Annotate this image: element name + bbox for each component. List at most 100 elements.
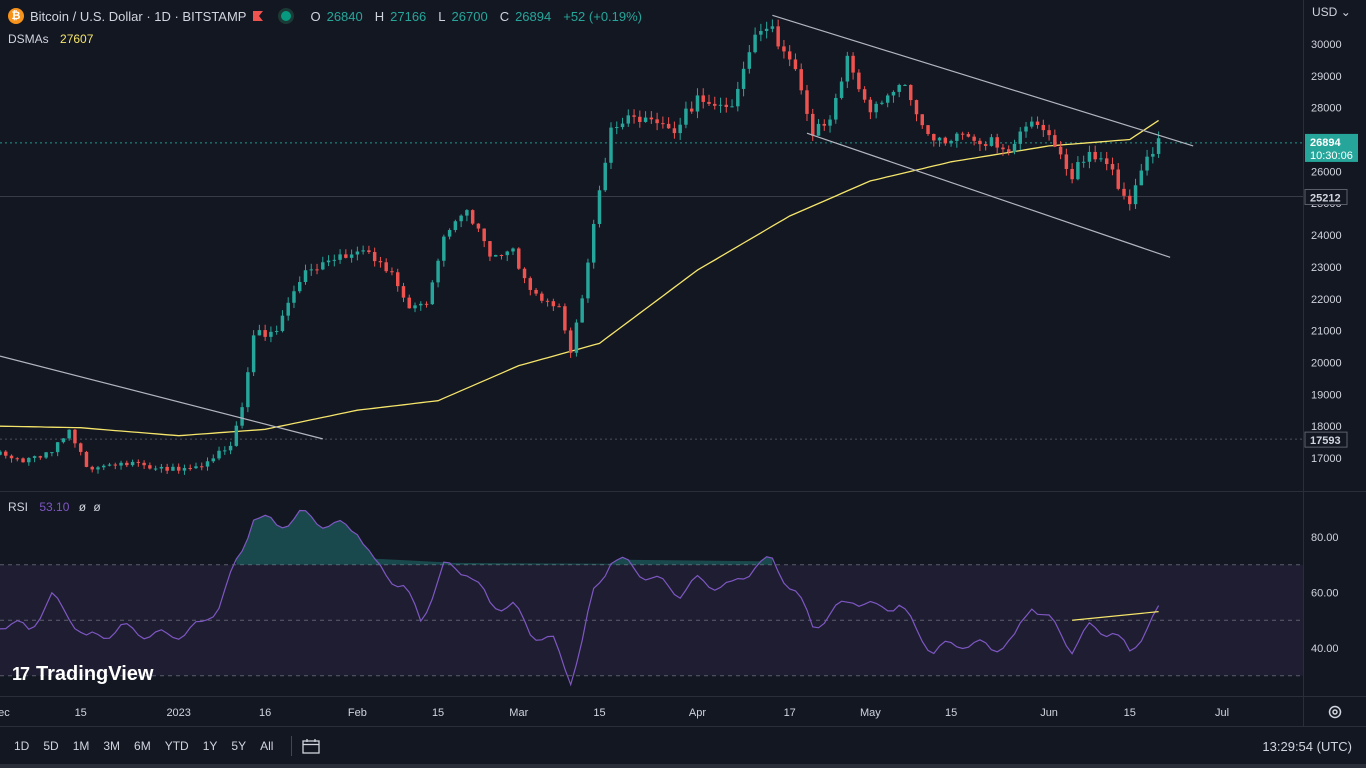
candle-body[interactable] bbox=[309, 269, 313, 271]
candle-body[interactable] bbox=[586, 262, 590, 299]
candle-body[interactable] bbox=[684, 108, 688, 125]
candle-body[interactable] bbox=[482, 228, 486, 242]
candle-body[interactable] bbox=[505, 251, 509, 256]
candle-body[interactable] bbox=[1001, 147, 1005, 150]
candle-body[interactable] bbox=[90, 466, 94, 470]
rsi-divergence-line[interactable] bbox=[1072, 611, 1159, 621]
candle-body[interactable] bbox=[655, 119, 659, 124]
candle-body[interactable] bbox=[661, 123, 665, 125]
candle-body[interactable] bbox=[367, 250, 371, 253]
candle-body[interactable] bbox=[488, 241, 492, 257]
candle-body[interactable] bbox=[540, 293, 544, 301]
candle-body[interactable] bbox=[632, 115, 636, 117]
candle-body[interactable] bbox=[188, 468, 192, 470]
range-1y-button[interactable]: 1Y bbox=[202, 739, 218, 753]
candle-body[interactable] bbox=[1047, 130, 1051, 136]
candle-body[interactable] bbox=[880, 102, 884, 104]
candle-body[interactable] bbox=[753, 34, 757, 53]
candle-body[interactable] bbox=[949, 140, 953, 144]
candle-body[interactable] bbox=[1018, 131, 1022, 144]
trendline[interactable] bbox=[772, 14, 1194, 147]
candle-body[interactable] bbox=[770, 26, 775, 29]
candle-body[interactable] bbox=[522, 268, 527, 279]
candle-body[interactable] bbox=[1087, 151, 1092, 162]
candle-body[interactable] bbox=[73, 429, 77, 444]
candle-body[interactable] bbox=[1035, 121, 1040, 125]
candle-body[interactable] bbox=[643, 117, 648, 122]
candle-body[interactable] bbox=[125, 462, 129, 466]
candle-body[interactable] bbox=[897, 85, 901, 92]
candle-body[interactable] bbox=[50, 452, 54, 454]
range-ytd-button[interactable]: YTD bbox=[164, 739, 189, 753]
candle-body[interactable] bbox=[603, 162, 607, 191]
candle-body[interactable] bbox=[666, 123, 671, 129]
candle-body[interactable] bbox=[200, 466, 204, 468]
candle-body[interactable] bbox=[955, 133, 959, 141]
range-1d-button[interactable]: 1D bbox=[14, 739, 30, 753]
candle-body[interactable] bbox=[384, 262, 388, 272]
candle-body[interactable] bbox=[620, 123, 625, 128]
candle-body[interactable] bbox=[413, 305, 417, 309]
candle-body[interactable] bbox=[274, 330, 279, 332]
candle-body[interactable] bbox=[67, 429, 71, 439]
candle-body[interactable] bbox=[159, 466, 164, 469]
candle-body[interactable] bbox=[338, 254, 342, 260]
candle-body[interactable] bbox=[407, 297, 411, 309]
candle-body[interactable] bbox=[574, 322, 579, 353]
candle-body[interactable] bbox=[707, 101, 711, 104]
candle-body[interactable] bbox=[228, 445, 233, 451]
candle-body[interactable] bbox=[943, 137, 948, 144]
candle-body[interactable] bbox=[1122, 188, 1126, 196]
candle-body[interactable] bbox=[874, 103, 878, 113]
candle-body[interactable] bbox=[857, 72, 861, 90]
candle-body[interactable] bbox=[903, 84, 907, 86]
candle-body[interactable] bbox=[251, 335, 256, 373]
candle-body[interactable] bbox=[21, 458, 25, 463]
candle-body[interactable] bbox=[511, 248, 515, 252]
candle-body[interactable] bbox=[1110, 164, 1115, 170]
trendline[interactable] bbox=[0, 355, 323, 440]
candle-body[interactable] bbox=[1070, 168, 1074, 180]
candle-body[interactable] bbox=[234, 425, 239, 446]
candle-body[interactable] bbox=[891, 91, 896, 96]
candle-body[interactable] bbox=[176, 466, 181, 471]
candle-body[interactable] bbox=[960, 133, 965, 135]
candle-body[interactable] bbox=[142, 462, 146, 466]
range-3m-button[interactable]: 3M bbox=[103, 739, 121, 753]
candle-body[interactable] bbox=[96, 467, 100, 470]
candle-body[interactable] bbox=[344, 254, 348, 258]
candle-body[interactable] bbox=[851, 55, 855, 73]
candle-body[interactable] bbox=[119, 462, 123, 466]
candle-body[interactable] bbox=[493, 255, 498, 257]
candle-body[interactable] bbox=[926, 125, 930, 134]
ma-line[interactable] bbox=[0, 119, 1159, 437]
candle-body[interactable] bbox=[205, 461, 210, 467]
candle-body[interactable] bbox=[0, 451, 2, 455]
candle-body[interactable] bbox=[701, 95, 705, 102]
candle-body[interactable] bbox=[799, 69, 803, 91]
candle-body[interactable] bbox=[1030, 121, 1034, 127]
trendline[interactable] bbox=[806, 132, 1171, 258]
candle-body[interactable] bbox=[9, 455, 14, 459]
candle-body[interactable] bbox=[563, 306, 567, 331]
candle-body[interactable] bbox=[534, 289, 538, 294]
candle-body[interactable] bbox=[747, 52, 752, 69]
candle-body[interactable] bbox=[453, 221, 458, 231]
candle-body[interactable] bbox=[730, 106, 734, 108]
candle-body[interactable] bbox=[223, 450, 227, 452]
candle-body[interactable] bbox=[862, 89, 867, 100]
candle-body[interactable] bbox=[1156, 138, 1161, 154]
candle-body[interactable] bbox=[695, 95, 700, 112]
candle-body[interactable] bbox=[269, 331, 273, 337]
candle-body[interactable] bbox=[401, 286, 406, 298]
candle-body[interactable] bbox=[597, 190, 602, 224]
candle-body[interactable] bbox=[257, 330, 262, 336]
candle-body[interactable] bbox=[171, 466, 175, 471]
range-all-button[interactable]: All bbox=[260, 739, 274, 753]
candle-body[interactable] bbox=[395, 272, 400, 287]
candle-body[interactable] bbox=[937, 137, 942, 141]
candle-body[interactable] bbox=[1145, 156, 1149, 171]
candle-body[interactable] bbox=[638, 116, 642, 122]
candle-body[interactable] bbox=[1064, 154, 1069, 169]
